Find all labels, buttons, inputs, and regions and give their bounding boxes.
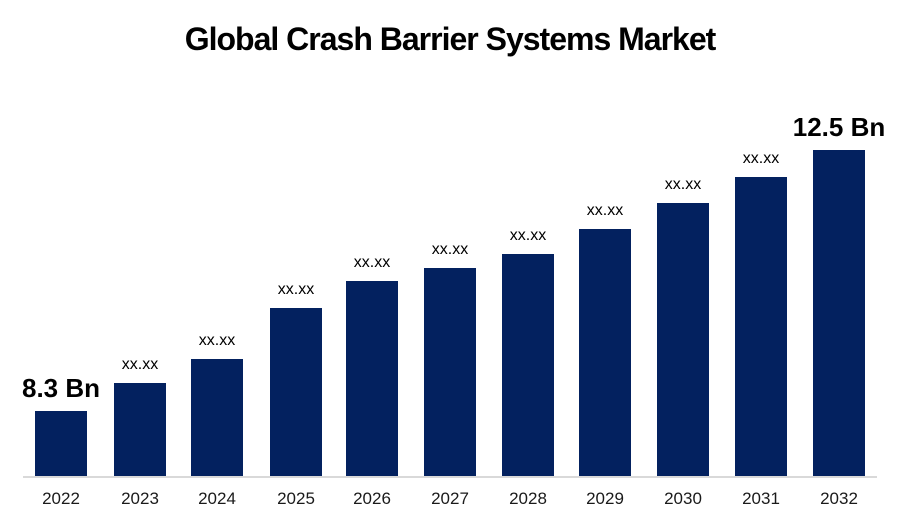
bar-value-label-2032: 12.5 Bn — [792, 112, 886, 142]
bar-value-label-2027: xx.xx — [431, 241, 469, 258]
bar-2032 — [813, 150, 865, 476]
bar-2028 — [502, 254, 554, 476]
bar-2023 — [114, 383, 166, 476]
chart-title: Global Crash Barrier Systems Market — [184, 21, 717, 57]
bar-value-label-2028: xx.xx — [509, 227, 547, 244]
bar-2025 — [270, 308, 322, 476]
plot-area: 8.3 Bn xx.xx xx.xx xx.xx xx.xx xx.xx xx.xx xx.x… — [0, 46, 900, 476]
bar-value-label-2025: xx.xx — [277, 281, 315, 298]
x-axis-line — [23, 476, 877, 478]
bar-2029 — [579, 229, 631, 476]
bar-value-label-2031: xx.xx — [742, 150, 780, 167]
bar-value-label-2029: xx.xx — [586, 202, 624, 219]
bar-value-label-2030: xx.xx — [664, 176, 702, 193]
bar-2026 — [346, 281, 398, 476]
x-tick-2027: 2027 — [431, 489, 469, 508]
x-tick-2026: 2026 — [353, 489, 391, 508]
x-tick-2025: 2025 — [277, 489, 315, 508]
x-tick-2032: 2032 — [820, 489, 858, 508]
bar-value-label-2026: xx.xx — [353, 254, 391, 271]
x-tick-2024: 2024 — [198, 489, 236, 508]
x-tick-2022: 2022 — [42, 489, 80, 508]
bar-2027 — [424, 268, 476, 476]
x-tick-2031: 2031 — [742, 489, 780, 508]
x-axis-labels: 2022 2023 2024 2025 2026 2027 2028 2029 2030 2031… — [0, 489, 900, 511]
bar-value-label-2023: xx.xx — [121, 356, 159, 373]
bar-2022 — [35, 411, 87, 476]
bar-value-label-2024: xx.xx — [198, 332, 236, 349]
x-tick-2029: 2029 — [586, 489, 624, 508]
x-tick-2028: 2028 — [509, 489, 547, 508]
bar-value-label-2022: 8.3 Bn — [21, 373, 101, 403]
bar-2030 — [657, 203, 709, 476]
bar-2031 — [735, 177, 787, 476]
x-tick-2023: 2023 — [121, 489, 159, 508]
x-tick-2030: 2030 — [664, 489, 702, 508]
bar-2024 — [191, 359, 243, 476]
